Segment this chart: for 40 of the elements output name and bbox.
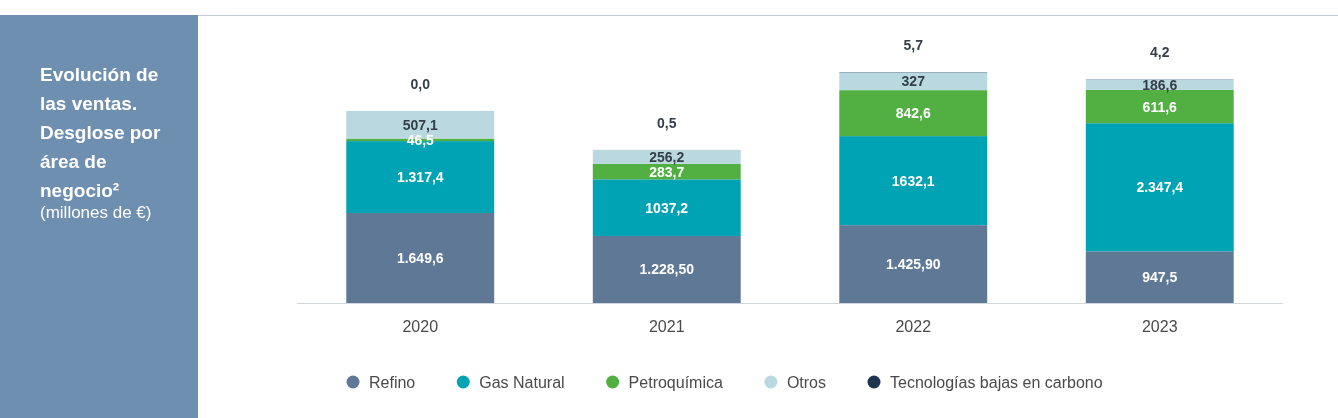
bar: [592, 149, 741, 164]
x-tick-label: 2022: [895, 318, 932, 335]
data-label: 4,2: [1150, 44, 1170, 61]
x-tick-label: 2020: [402, 318, 439, 335]
data-label: 947,5: [1142, 269, 1178, 286]
x-tick-label: 2023: [1141, 318, 1178, 335]
x-tick-label: 2021: [648, 318, 685, 335]
data-label: 1.425,90: [886, 256, 941, 273]
bar: [1085, 123, 1234, 252]
data-label: 0,0: [410, 75, 431, 92]
data-label: 1.317,4: [396, 169, 444, 186]
data-label: 5,7: [903, 37, 924, 53]
bar: [1085, 251, 1234, 303]
bar: [839, 136, 988, 226]
bar: [592, 235, 741, 303]
legend-label: Petroquímica: [628, 374, 723, 391]
data-label: 611,6: [1142, 98, 1178, 115]
data-label: 0,5: [657, 114, 677, 131]
bar: [839, 225, 988, 303]
data-label: 507,1: [402, 116, 438, 133]
data-label: 1037,2: [645, 199, 689, 216]
data-label: 256,2: [649, 148, 685, 165]
data-label: 842,6: [895, 105, 931, 122]
text: Evolución de las ventas. Desglose por área de negocio²: [40, 64, 161, 201]
legend-label: Tecnologías bajas en carbono: [890, 374, 1103, 391]
legend-label: Refino: [369, 374, 416, 391]
bar: [346, 212, 495, 303]
data-label: 1632,1: [891, 172, 935, 189]
data-label: 186,6: [1142, 76, 1178, 93]
data-label: 1.228,50: [639, 261, 695, 278]
bar: [839, 90, 988, 137]
data-label: 2.347,4: [1136, 179, 1184, 196]
bar: [592, 179, 741, 236]
bar: [839, 72, 988, 91]
text: (millones de €): [40, 203, 152, 222]
data-label: 327: [901, 73, 926, 90]
legend-label: Gas Natural: [479, 374, 565, 391]
data-label: 283,7: [649, 163, 685, 180]
data-label: 1.649,6: [396, 249, 444, 266]
legend-label: Otros: [786, 374, 827, 391]
